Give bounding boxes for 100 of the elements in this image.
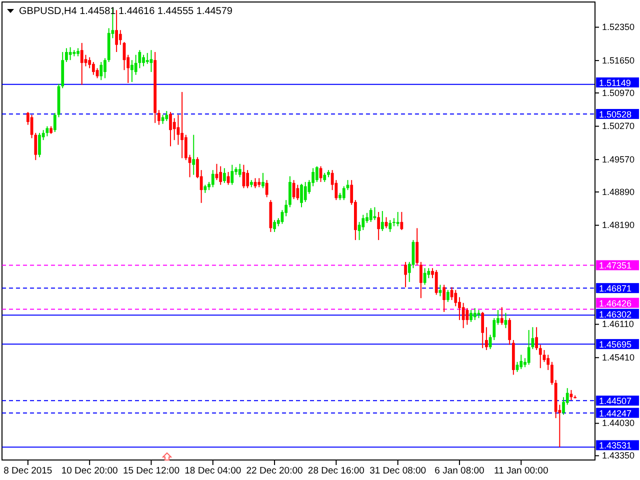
ref-line-label: 1.44507 [599,396,632,406]
ref-line-label: 1.46426 [599,298,632,308]
candlestick [535,326,538,351]
candlestick [38,132,41,158]
candlestick [466,308,469,326]
candlestick [538,344,542,369]
x-tick-label: 15 Dec 12:00 [122,466,180,477]
candlestick [323,172,326,182]
candlestick [380,210,384,232]
y-tick-label: 1.45410 [602,352,635,363]
candlestick [65,48,68,62]
candlestick [165,110,168,122]
candlestick [192,134,196,176]
y-tick-label: 1.46110 [602,319,634,330]
candlestick [470,310,472,322]
candlestick [53,112,56,132]
candlestick [442,284,446,312]
candlestick [400,211,404,231]
x-tick-label: 11 Jan 00:00 [494,466,548,477]
candlestick [246,170,249,189]
candlestick [184,134,188,161]
y-tick-label: 1.44030 [602,418,635,428]
ref-line-label: 1.47351 [599,260,632,271]
ref-line-label: 1.46871 [599,284,632,294]
candlestick [180,91,184,159]
candlestick [454,290,458,307]
candlestick [84,54,88,67]
candlestick [527,330,530,366]
candlestick [142,54,145,67]
candlestick [230,164,234,186]
candlestick [296,184,300,201]
candlestick [404,261,407,288]
candlestick [226,171,230,186]
candlestick [304,181,307,202]
candlestick [546,354,550,371]
candlestick [416,228,419,266]
x-tick-label: 6 Jan 08:00 [434,466,484,477]
candlestick [508,318,512,346]
candlestick [88,56,92,69]
candlestick [485,326,488,351]
candlestick [134,54,138,76]
candlestick [373,206,376,221]
candlestick [377,211,380,241]
ref-line-label: 1.45695 [599,340,632,350]
candlestick [46,126,49,137]
x-tick-label: 22 Dec 20:00 [246,466,303,477]
candlestick [130,60,134,82]
candlestick [369,208,372,222]
y-tick-label: 1.43350 [602,450,635,461]
candlestick [176,114,180,146]
candlestick [388,220,392,232]
y-tick-label: 1.48190 [602,220,635,230]
x-tick-label: 18 Dec 04:00 [184,466,242,477]
candlestick [222,168,226,184]
candlestick [288,176,292,208]
y-tick-label: 1.51650 [602,55,635,66]
candlestick [446,290,450,302]
candlestick [100,61,103,81]
candlestick [211,170,214,188]
candlestick [258,178,261,188]
y-tick-label: 1.52350 [602,22,635,32]
candlestick [473,308,476,321]
candlestick [169,111,172,147]
x-tick-label: 8 Dec 2015 [4,466,52,477]
candlestick [504,312,508,329]
ref-line-label: 1.50528 [599,109,632,120]
candlestick [434,270,438,296]
candlestick [161,114,164,124]
candlestick [520,354,523,370]
candlestick [265,180,268,198]
ref-line-label: 1.43531 [599,440,632,451]
candlestick [500,306,504,326]
candlestick [396,211,400,227]
ref-line-label: 1.44247 [599,408,632,418]
candlestick [118,30,122,46]
candlestick [80,42,84,86]
candlestick [420,261,422,299]
candlestick [172,118,176,141]
candlestick [96,68,99,79]
candlestick [481,311,484,349]
candlestick [550,361,554,386]
candlestick [562,396,565,416]
ref-line-label: 1.46302 [599,309,632,320]
y-tick-label: 1.48890 [602,186,635,197]
candlestick [438,284,442,297]
candlestick [262,172,264,189]
candlestick [273,220,276,232]
x-tick-label: 31 Dec 08:00 [370,466,426,477]
ref-line-label: 1.51149 [599,78,631,88]
candlestick [219,166,222,186]
candlestick [300,183,303,208]
candlestick [150,50,153,72]
candlestick [315,166,318,182]
y-tick-label: 1.50970 [602,88,635,98]
candlestick [462,302,465,329]
candlestick [68,46,72,61]
candlestick [92,61,95,76]
candlestick [157,110,160,126]
x-tick-label: 28 Dec 16:00 [308,466,364,477]
y-tick-label: 1.50270 [602,121,635,132]
